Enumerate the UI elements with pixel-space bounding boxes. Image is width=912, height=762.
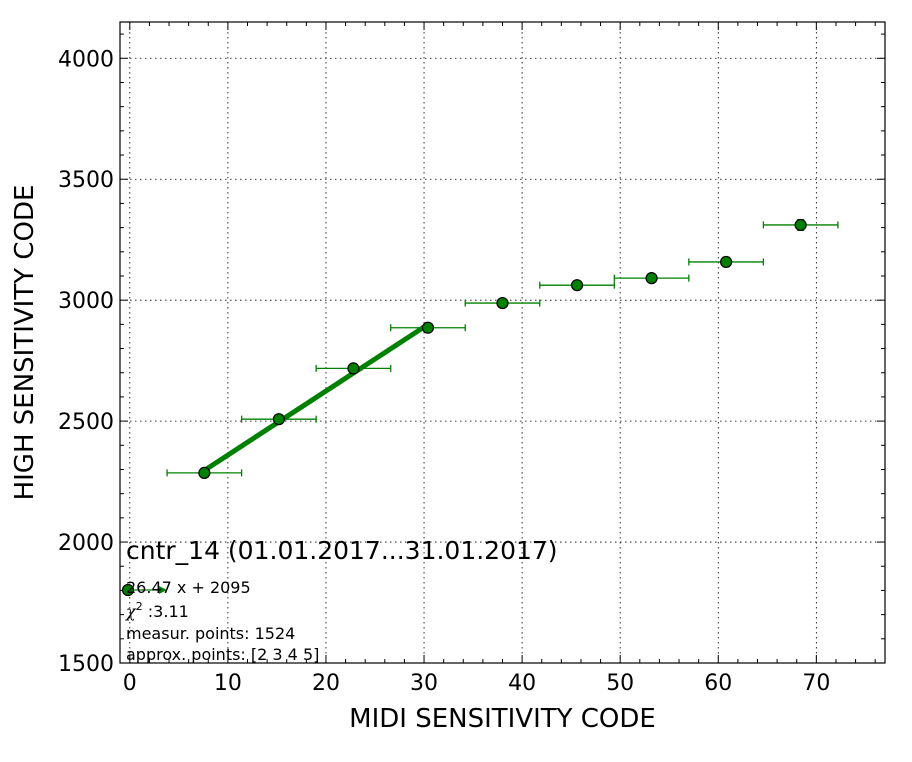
chart-title: cntr_14 (01.01.2017...31.01.2017) bbox=[126, 536, 558, 565]
fit-line bbox=[202, 322, 430, 473]
data-point bbox=[272, 413, 285, 426]
chi2-value: :3.11 bbox=[143, 602, 189, 621]
legend: cntr_14 (01.01.2017...31.01.2017) 26.47 … bbox=[121, 536, 558, 664]
data-point bbox=[198, 466, 211, 479]
y-tick-label: 1500 bbox=[58, 652, 114, 677]
y-tick-label: 2000 bbox=[58, 531, 114, 556]
x-axis-label: MIDI SENSITIVITY CODE bbox=[349, 704, 656, 734]
data-point bbox=[496, 296, 509, 310]
y-tick-label: 3000 bbox=[58, 289, 114, 314]
data-point bbox=[421, 321, 435, 334]
chi2-symbol: χ bbox=[125, 602, 137, 621]
fit-line-group bbox=[202, 322, 430, 473]
legend-measur-points: measur. points: 1524 bbox=[126, 624, 295, 643]
y-tick-label: 2500 bbox=[58, 410, 114, 435]
x-tick-label: 30 bbox=[410, 671, 438, 696]
data-point bbox=[570, 279, 584, 292]
major-ticks bbox=[120, 22, 885, 664]
tick-labels: 0 10 20 30 40 50 60 70 1500 2000 2500 3000 3500 4000 bbox=[58, 47, 830, 696]
data-points bbox=[198, 218, 807, 479]
legend-chi2: χ2 :3.11 bbox=[125, 600, 189, 621]
data-point bbox=[794, 218, 807, 232]
legend-approx-points: approx. points: [2 3 4 5] bbox=[126, 645, 319, 664]
x-tick-label: 50 bbox=[606, 671, 634, 696]
legend-marker bbox=[121, 583, 135, 597]
data-point bbox=[720, 255, 733, 269]
y-tick-label: 4000 bbox=[58, 47, 114, 72]
x-tick-label: 10 bbox=[214, 671, 242, 696]
legend-fit-equation: 26.47 x + 2095 bbox=[126, 578, 251, 597]
x-tick-label: 70 bbox=[802, 671, 830, 696]
y-tick-label: 3500 bbox=[58, 168, 114, 193]
x-tick-label: 40 bbox=[508, 671, 536, 696]
plot-frame bbox=[119, 21, 886, 664]
minor-ticks bbox=[120, 22, 885, 663]
x-tick-label: 60 bbox=[704, 671, 732, 696]
data-point bbox=[347, 362, 360, 375]
grid-lines bbox=[120, 22, 885, 663]
x-tick-label: 0 bbox=[123, 671, 137, 696]
data-point bbox=[645, 272, 658, 285]
x-tick-label: 20 bbox=[312, 671, 340, 696]
legend-arrow-icon bbox=[159, 586, 167, 594]
y-axis-label: HIGH SENSITIVITY CODE bbox=[10, 185, 40, 501]
chi2-power: 2 bbox=[136, 600, 143, 613]
